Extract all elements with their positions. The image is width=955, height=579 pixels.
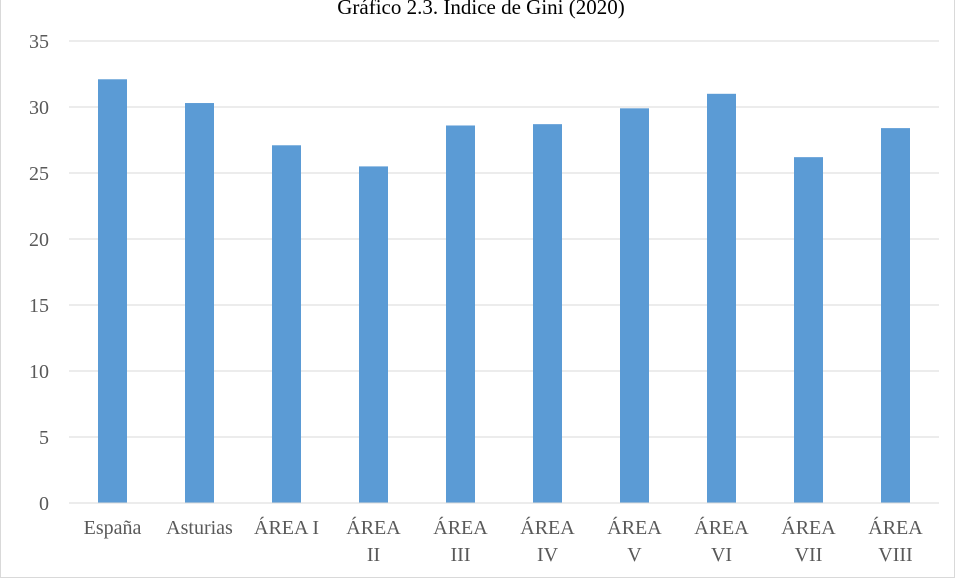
y-tick-label: 35 [29, 31, 49, 53]
x-category-label: España [84, 517, 142, 539]
x-category-label: ÁREA II [346, 516, 401, 566]
bar [185, 103, 214, 503]
y-tick-label: 10 [29, 361, 49, 383]
bar [620, 108, 649, 503]
bars [98, 79, 910, 504]
bar [359, 166, 388, 503]
bar [881, 128, 910, 503]
y-tick-label: 25 [29, 163, 49, 185]
y-tick-label: 20 [29, 229, 49, 251]
x-category-label: ÁREA I [254, 516, 319, 539]
x-axis-labels: España Asturias ÁREA I ÁREA II ÁREA III ÁREA IV Á… [84, 516, 924, 566]
bar [98, 79, 127, 503]
bar [446, 125, 475, 503]
x-category-label: ÁREA V [607, 516, 662, 566]
x-category-label: Asturias [166, 517, 233, 539]
x-category-label: ÁREA VI [694, 516, 749, 566]
x-category-label: ÁREA III [433, 516, 488, 566]
y-tick-label: 15 [29, 295, 49, 317]
y-tick-label: 30 [29, 97, 49, 119]
bar [533, 124, 562, 503]
x-category-label: ÁREA IV [520, 516, 575, 566]
bar [707, 93, 736, 504]
x-category-label: ÁREA VII [781, 516, 836, 566]
chart-title: Gráfico 2.3. Índice de Gini (2020) [337, 0, 625, 19]
y-axis-ticks: 0 5 10 15 20 25 30 35 [29, 31, 49, 515]
y-tick-label: 0 [39, 493, 49, 515]
bar [794, 157, 823, 503]
y-tick-label: 5 [39, 427, 49, 449]
bar [272, 145, 301, 503]
x-category-label: ÁREA VIII [868, 516, 923, 566]
